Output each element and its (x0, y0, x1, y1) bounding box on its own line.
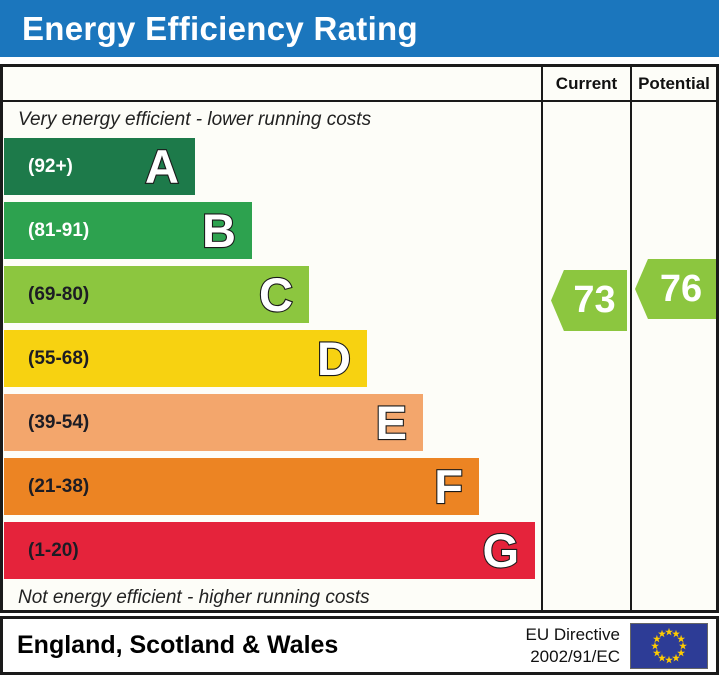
region-label: England, Scotland & Wales (17, 631, 339, 659)
column-divider-current (541, 67, 543, 610)
footer-bar: England, Scotland & Wales EU Directive 2… (0, 616, 719, 675)
band-range: (55-68) (28, 347, 90, 369)
band-letter: C (258, 268, 294, 321)
footer-right: EU Directive 2002/91/EC (526, 622, 708, 669)
band-range: (69-80) (28, 283, 90, 305)
band-row-e: (39-54) E (4, 394, 423, 451)
band-letter: B (201, 204, 237, 257)
band-range: (1-20) (28, 539, 79, 561)
band-row-b: (81-91) B (4, 202, 252, 259)
band-row-f: (21-38) F (4, 458, 479, 515)
band-range: (39-54) (28, 411, 90, 433)
potential-value: 76 (659, 267, 703, 310)
current-arrow: 73 (551, 270, 627, 331)
eu-directive-line1: EU Directive (525, 625, 620, 645)
band-range: (21-38) (28, 475, 90, 497)
band-letter: A (144, 140, 180, 193)
column-header-current: Current (555, 73, 618, 93)
bottom-note: Not energy efficient - higher running co… (18, 587, 370, 608)
eu-flag-icon (630, 622, 708, 669)
band-range: (81-91) (28, 219, 90, 241)
rating-table: Current Potential Very energy efficient … (0, 64, 719, 613)
eu-directive-line2: 2002/91/EC (530, 646, 620, 666)
band-letter: E (375, 396, 409, 449)
band-row-d: (55-68) D (4, 330, 367, 387)
eu-directive-text: EU Directive 2002/91/EC (526, 624, 620, 667)
band-row-g: (1-20) G (4, 522, 535, 579)
band-letter: D (316, 332, 352, 385)
band-letter: G (481, 524, 520, 577)
band-row-a: (92+) A (4, 138, 195, 195)
band-range: (92+) (28, 155, 73, 177)
title-bar: Energy Efficiency Rating (0, 0, 719, 57)
band-row-c: (69-80) C (4, 266, 309, 323)
potential-arrow: 76 (635, 259, 716, 319)
column-divider-potential (630, 67, 632, 610)
current-value: 73 (573, 279, 616, 321)
column-header-potential: Potential (638, 73, 710, 93)
band-letter: F (433, 460, 464, 513)
top-note: Very energy efficient - lower running co… (18, 109, 372, 130)
header-divider (3, 100, 716, 102)
page-title: Energy Efficiency Rating (22, 9, 418, 47)
